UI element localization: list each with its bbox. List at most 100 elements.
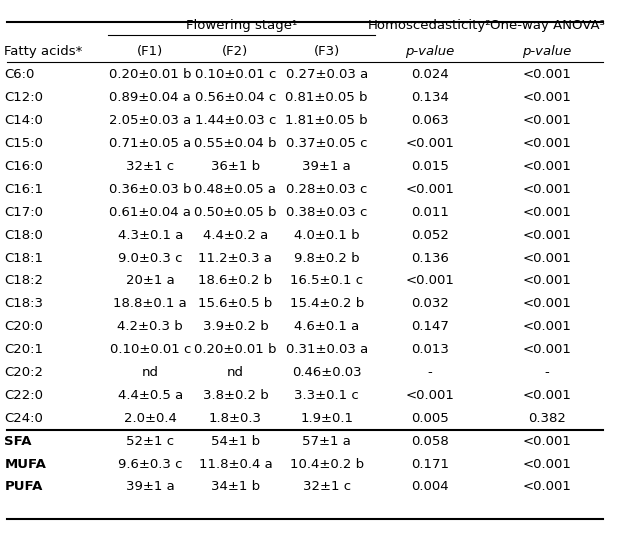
Text: Flowering stage¹: Flowering stage¹: [186, 19, 297, 32]
Text: C16:1: C16:1: [4, 183, 43, 196]
Text: 0.31±0.03 a: 0.31±0.03 a: [285, 343, 368, 356]
Text: 0.032: 0.032: [411, 298, 449, 310]
Text: 57±1 a: 57±1 a: [302, 435, 351, 447]
Text: 0.024: 0.024: [411, 68, 449, 81]
Text: 3.3±0.1 c: 3.3±0.1 c: [294, 389, 359, 402]
Text: <0.001: <0.001: [405, 137, 454, 150]
Text: 0.55±0.04 b: 0.55±0.04 b: [194, 137, 277, 150]
Text: 0.004: 0.004: [411, 481, 449, 493]
Text: 4.6±0.1 a: 4.6±0.1 a: [294, 320, 359, 333]
Text: <0.001: <0.001: [522, 137, 571, 150]
Text: 11.2±0.3 a: 11.2±0.3 a: [199, 252, 272, 264]
Text: 11.8±0.4 a: 11.8±0.4 a: [199, 458, 272, 470]
Text: 0.50±0.05 b: 0.50±0.05 b: [194, 206, 277, 219]
Text: 32±1 c: 32±1 c: [303, 481, 351, 493]
Text: 16.5±0.1 c: 16.5±0.1 c: [290, 275, 363, 287]
Text: 9.6±0.3 c: 9.6±0.3 c: [118, 458, 183, 470]
Text: 0.20±0.01 b: 0.20±0.01 b: [109, 68, 192, 81]
Text: MUFA: MUFA: [4, 458, 46, 470]
Text: <0.001: <0.001: [522, 252, 571, 264]
Text: C20:0: C20:0: [4, 320, 43, 333]
Text: 0.013: 0.013: [411, 343, 449, 356]
Text: SFA: SFA: [4, 435, 32, 447]
Text: C22:0: C22:0: [4, 389, 43, 402]
Text: 15.6±0.5 b: 15.6±0.5 b: [198, 298, 272, 310]
Text: 1.81±0.05 b: 1.81±0.05 b: [285, 114, 368, 127]
Text: 10.4±0.2 b: 10.4±0.2 b: [290, 458, 364, 470]
Text: <0.001: <0.001: [522, 229, 571, 241]
Text: C14:0: C14:0: [4, 114, 43, 127]
Text: C24:0: C24:0: [4, 412, 43, 425]
Text: One-way ANOVA³: One-way ANOVA³: [490, 19, 605, 32]
Text: 4.2±0.3 b: 4.2±0.3 b: [118, 320, 183, 333]
Text: 0.89±0.04 a: 0.89±0.04 a: [110, 91, 191, 104]
Text: <0.001: <0.001: [522, 160, 571, 173]
Text: 52±1 c: 52±1 c: [126, 435, 175, 447]
Text: 0.38±0.03 c: 0.38±0.03 c: [286, 206, 367, 219]
Text: 0.81±0.05 b: 0.81±0.05 b: [285, 91, 368, 104]
Text: <0.001: <0.001: [522, 91, 571, 104]
Text: 0.052: 0.052: [411, 229, 449, 241]
Text: <0.001: <0.001: [405, 275, 454, 287]
Text: C12:0: C12:0: [4, 91, 43, 104]
Text: C18:2: C18:2: [4, 275, 43, 287]
Text: -: -: [428, 366, 433, 379]
Text: 0.71±0.05 a: 0.71±0.05 a: [109, 137, 191, 150]
Text: 0.171: 0.171: [411, 458, 449, 470]
Text: 0.28±0.03 c: 0.28±0.03 c: [286, 183, 367, 196]
Text: 0.058: 0.058: [411, 435, 449, 447]
Text: C20:2: C20:2: [4, 366, 43, 379]
Text: 0.20±0.01 b: 0.20±0.01 b: [194, 343, 277, 356]
Text: C6:0: C6:0: [4, 68, 35, 81]
Text: 0.382: 0.382: [528, 412, 566, 425]
Text: nd: nd: [142, 366, 159, 379]
Text: <0.001: <0.001: [522, 206, 571, 219]
Text: 18.6±0.2 b: 18.6±0.2 b: [199, 275, 272, 287]
Text: 54±1 b: 54±1 b: [211, 435, 260, 447]
Text: (F1): (F1): [137, 45, 163, 58]
Text: 2.05±0.03 a: 2.05±0.03 a: [109, 114, 191, 127]
Text: nd: nd: [227, 366, 244, 379]
Text: <0.001: <0.001: [522, 435, 571, 447]
Text: 1.8±0.3: 1.8±0.3: [209, 412, 262, 425]
Text: 20±1 a: 20±1 a: [126, 275, 175, 287]
Text: <0.001: <0.001: [522, 68, 571, 81]
Text: (F2): (F2): [222, 45, 249, 58]
Text: 0.063: 0.063: [411, 114, 449, 127]
Text: 4.4±0.2 a: 4.4±0.2 a: [203, 229, 268, 241]
Text: 32±1 c: 32±1 c: [126, 160, 175, 173]
Text: 18.8±0.1 a: 18.8±0.1 a: [113, 298, 187, 310]
Text: p-value: p-value: [405, 45, 454, 58]
Text: 0.147: 0.147: [411, 320, 449, 333]
Text: p-value: p-value: [522, 45, 572, 58]
Text: 0.56±0.04 c: 0.56±0.04 c: [195, 91, 276, 104]
Text: 39±1 a: 39±1 a: [302, 160, 351, 173]
Text: 39±1 a: 39±1 a: [126, 481, 175, 493]
Text: C15:0: C15:0: [4, 137, 43, 150]
Text: PUFA: PUFA: [4, 481, 43, 493]
Text: <0.001: <0.001: [522, 389, 571, 402]
Text: 2.0±0.4: 2.0±0.4: [124, 412, 177, 425]
Text: <0.001: <0.001: [405, 183, 454, 196]
Text: <0.001: <0.001: [522, 458, 571, 470]
Text: <0.001: <0.001: [522, 298, 571, 310]
Text: C18:0: C18:0: [4, 229, 43, 241]
Text: 3.8±0.2 b: 3.8±0.2 b: [202, 389, 268, 402]
Text: 0.005: 0.005: [411, 412, 449, 425]
Text: 15.4±0.2 b: 15.4±0.2 b: [290, 298, 364, 310]
Text: 1.9±0.1: 1.9±0.1: [300, 412, 353, 425]
Text: C20:1: C20:1: [4, 343, 43, 356]
Text: 4.0±0.1 b: 4.0±0.1 b: [294, 229, 360, 241]
Text: (F3): (F3): [313, 45, 340, 58]
Text: 1.44±0.03 c: 1.44±0.03 c: [195, 114, 276, 127]
Text: Homoscedasticity²: Homoscedasticity²: [368, 19, 492, 32]
Text: -: -: [545, 366, 550, 379]
Text: 0.27±0.03 a: 0.27±0.03 a: [285, 68, 368, 81]
Text: <0.001: <0.001: [522, 343, 571, 356]
Text: <0.001: <0.001: [405, 389, 454, 402]
Text: 0.37±0.05 c: 0.37±0.05 c: [286, 137, 368, 150]
Text: 3.9±0.2 b: 3.9±0.2 b: [202, 320, 268, 333]
Text: C18:1: C18:1: [4, 252, 43, 264]
Text: C16:0: C16:0: [4, 160, 43, 173]
Text: 0.134: 0.134: [411, 91, 449, 104]
